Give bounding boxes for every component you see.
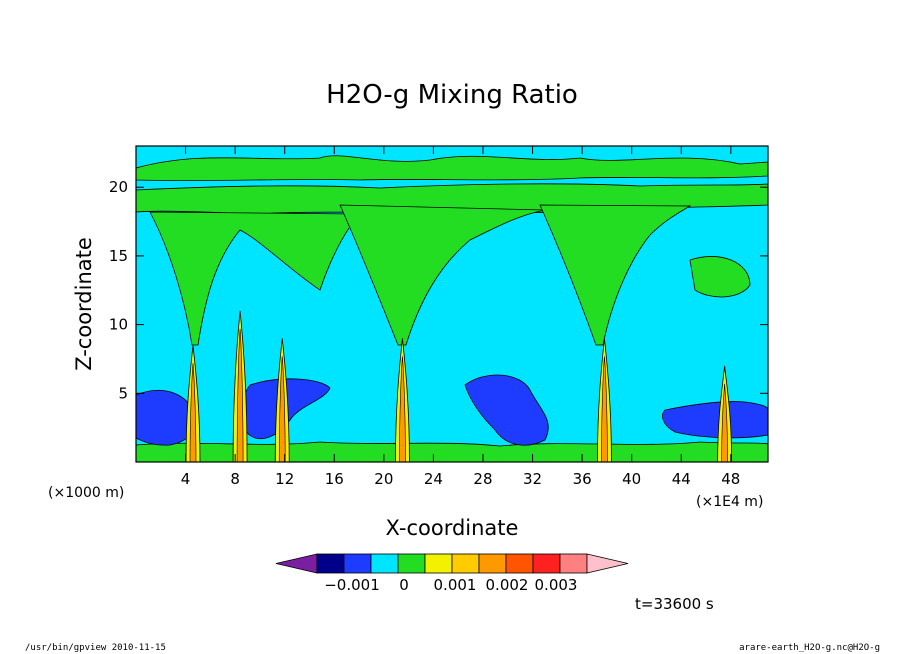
- x-tick-label: 36: [573, 470, 592, 488]
- footer-left: /usr/bin/gpview 2010-11-15: [25, 643, 166, 653]
- colorbar-label: 0.003: [535, 576, 578, 594]
- footer-right: arare-earth_H2O-g.nc@H2O-g: [739, 643, 880, 653]
- mid-moist-region-center: [339, 204, 546, 346]
- colorbar-swatch: [532, 553, 561, 574]
- colorbar-swatch: [343, 553, 372, 574]
- colorbar-swatch: [316, 553, 345, 574]
- x-tick-label: 44: [672, 470, 691, 488]
- plot-area: [135, 145, 769, 463]
- x-tick-label: 4: [181, 470, 191, 488]
- x-tick-label: 24: [424, 470, 443, 488]
- colorbar-label: −0.001: [324, 576, 380, 594]
- y-tick-label: 5: [118, 384, 128, 402]
- colorbar: [275, 553, 629, 574]
- time-label: t=33600 s: [635, 595, 714, 613]
- x-tick-label: 20: [374, 470, 393, 488]
- mid-moist-region-left: [149, 211, 361, 346]
- far-right-patch: [689, 256, 751, 298]
- x-tick-label: 32: [523, 470, 542, 488]
- colorbar-label: 0.001: [434, 576, 477, 594]
- plume-core: [601, 356, 608, 463]
- chart-title: H2O-g Mixing Ratio: [326, 80, 578, 110]
- plume-group: [185, 310, 733, 463]
- colorbar-swatch: [397, 553, 426, 574]
- colorbar-swatch: [505, 553, 534, 574]
- x-tick-label: 8: [230, 470, 240, 488]
- x-tick-label: 12: [275, 470, 294, 488]
- colorbar-swatch: [451, 553, 480, 574]
- x-axis: 4 8 12 16 20 24 28 32 36 40 44 48: [181, 146, 740, 488]
- plot-frame: [135, 145, 769, 463]
- plume-core: [721, 383, 728, 463]
- colorbar-swatch: [478, 553, 507, 574]
- plume-core: [278, 356, 286, 463]
- x-tick-label: 40: [622, 470, 641, 488]
- colorbar-swatch: [370, 553, 399, 574]
- x-scale-note: (×1E4 m): [696, 494, 763, 510]
- colorbar-high-arrow: [586, 553, 629, 574]
- low-dry-region-right: [464, 374, 549, 446]
- colorbar-low-arrow: [275, 553, 318, 574]
- plume-core: [189, 363, 197, 463]
- y-tick-label: 20: [109, 178, 128, 196]
- y-tick-label: 10: [109, 316, 128, 334]
- colorbar-swatch: [559, 553, 588, 574]
- colorbar-label: 0.002: [486, 576, 529, 594]
- plume-core: [236, 328, 244, 463]
- x-unit-label: (×1000 m): [48, 485, 124, 501]
- y-axis-label: Z-coordinate: [72, 237, 96, 371]
- y-tick-label: 15: [109, 247, 128, 265]
- mid-moist-region-right: [539, 204, 692, 346]
- x-tick-label: 28: [473, 470, 492, 488]
- y-axis: 5 10 15 20: [109, 178, 768, 402]
- plume-core: [399, 356, 406, 463]
- x-tick-label: 48: [721, 470, 740, 488]
- colorbar-swatch: [424, 553, 453, 574]
- colorbar-labels: −0.001 0 0.001 0.002 0.003: [324, 576, 577, 594]
- boundary-layer-green: [135, 441, 769, 463]
- x-axis-label: X-coordinate: [386, 516, 519, 540]
- x-tick-label: 16: [325, 470, 344, 488]
- colorbar-label: 0: [399, 576, 409, 594]
- top-moist-patches: [135, 155, 769, 181]
